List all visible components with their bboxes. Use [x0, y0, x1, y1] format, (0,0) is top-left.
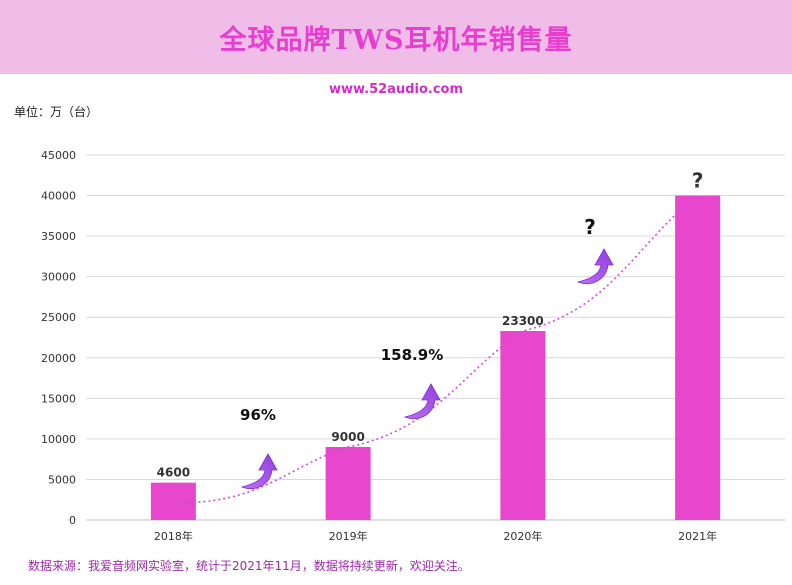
curved-arrow-shape	[240, 453, 278, 490]
x-tick-label: 2021年	[678, 529, 717, 543]
growth-arrow-icon	[403, 383, 441, 420]
growth-arrow-icon	[576, 248, 614, 285]
bar	[500, 331, 546, 520]
x-axis: 2018年 2019年 2020年 2021年	[154, 529, 717, 543]
website-label: www.52audio.com	[328, 82, 464, 97]
unit-label: 单位：万（台）	[14, 105, 99, 119]
growth-label: ?	[584, 215, 596, 239]
data-label: 9000	[331, 430, 364, 444]
data-labels: 4600 9000 23300? 96% 158.9%?	[157, 169, 704, 480]
y-tick-label: 25000	[41, 311, 76, 324]
y-tick-label: 40000	[41, 190, 76, 203]
data-label: 4600	[157, 466, 190, 480]
y-tick-label: 15000	[41, 392, 76, 405]
growth-label: 158.9%	[381, 346, 443, 364]
growth-label: 96%	[240, 406, 276, 424]
data-label: 23300	[502, 314, 544, 328]
data-label: ?	[692, 169, 704, 193]
chart-title: 全球品牌TWS耳机年销售量	[219, 24, 573, 56]
y-tick-label: 45000	[41, 149, 76, 162]
x-tick-label: 2018年	[154, 529, 193, 543]
y-tick-label: 0	[69, 514, 76, 527]
y-tick-label: 30000	[41, 271, 76, 284]
trendline	[173, 194, 699, 504]
bars	[150, 195, 721, 521]
y-axis: 0 5000 10000 15000 20000 25000 30000 35000 40000…	[41, 149, 76, 527]
bar	[150, 482, 196, 520]
source-note: 数据来源：我爱音频网实验室，统计于2021年11月，数据将持续更新，欢迎关注。	[28, 559, 470, 573]
bar	[675, 195, 721, 521]
y-tick-label: 20000	[41, 352, 76, 365]
x-tick-label: 2020年	[503, 529, 542, 543]
title-banner: 全球品牌TWS耳机年销售量	[0, 0, 792, 74]
y-tick-label: 10000	[41, 433, 76, 446]
curved-arrow-shape	[403, 383, 441, 420]
bar	[325, 447, 371, 520]
y-tick-label: 5000	[48, 473, 76, 486]
growth-arrow-icon	[240, 453, 278, 490]
growth-arrows	[240, 248, 614, 490]
x-tick-label: 2019年	[329, 529, 368, 543]
y-tick-label: 35000	[41, 230, 76, 243]
trend-line	[173, 194, 699, 504]
curved-arrow-shape	[576, 248, 614, 285]
